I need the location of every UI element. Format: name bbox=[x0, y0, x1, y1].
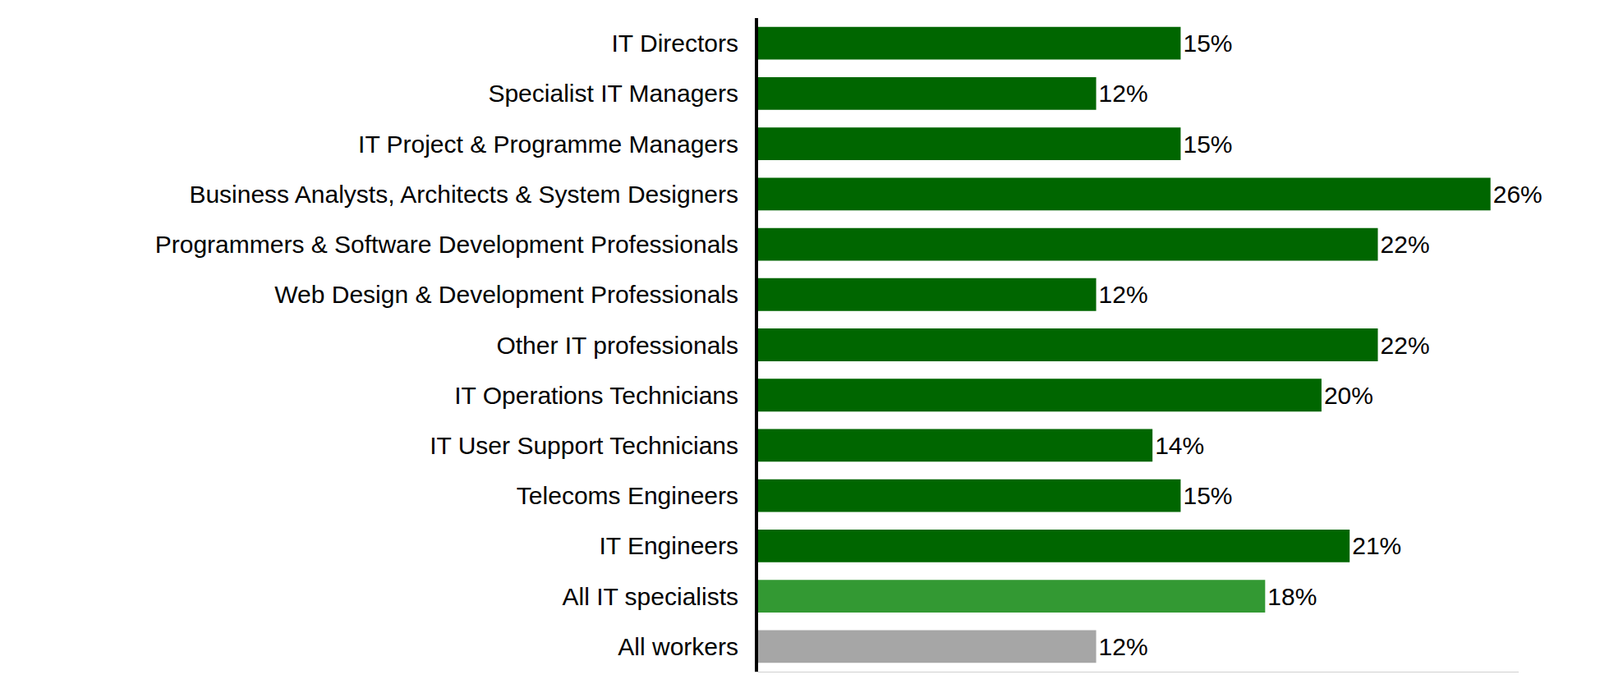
svg-text:Business Analysts, Architects: Business Analysts, Architects & System D… bbox=[188, 180, 739, 208]
svg-text:All workers: All workers bbox=[617, 633, 739, 661]
svg-text:All IT specialists: All IT specialists bbox=[561, 583, 739, 611]
svg-text:Telecoms Engineers: Telecoms Engineers bbox=[516, 482, 739, 510]
svg-text:Specialist IT Managers: Specialist IT Managers bbox=[487, 79, 739, 107]
svg-text:26%: 26% bbox=[1493, 180, 1543, 208]
svg-text:14%: 14% bbox=[1154, 432, 1205, 460]
svg-text:12%: 12% bbox=[1098, 633, 1149, 661]
svg-text:22%: 22% bbox=[1380, 230, 1430, 258]
svg-text:20%: 20% bbox=[1324, 381, 1374, 410]
svg-text:12%: 12% bbox=[1098, 280, 1149, 309]
svg-text:15%: 15% bbox=[1182, 482, 1233, 510]
svg-text:15%: 15% bbox=[1182, 130, 1233, 158]
svg-text:IT Operations Technicians: IT Operations Technicians bbox=[454, 381, 739, 410]
svg-text:IT Directors: IT Directors bbox=[611, 29, 739, 57]
svg-text:21%: 21% bbox=[1351, 532, 1402, 560]
svg-text:15%: 15% bbox=[1182, 29, 1233, 57]
svg-text:18%: 18% bbox=[1267, 583, 1317, 611]
svg-text:Programmers & Software Develop: Programmers & Software Development Profe… bbox=[155, 230, 739, 258]
svg-text:IT User Support Technicians: IT User Support Technicians bbox=[429, 432, 739, 460]
svg-text:22%: 22% bbox=[1380, 331, 1430, 359]
svg-text:IT Project & Programme Manager: IT Project & Programme Managers bbox=[358, 130, 739, 158]
svg-text:12%: 12% bbox=[1098, 79, 1149, 107]
svg-text:Web Design & Development Profe: Web Design & Development Professionals bbox=[274, 280, 739, 309]
svg-text:IT Engineers: IT Engineers bbox=[598, 532, 739, 560]
svg-text:Other IT professionals: Other IT professionals bbox=[496, 331, 739, 359]
